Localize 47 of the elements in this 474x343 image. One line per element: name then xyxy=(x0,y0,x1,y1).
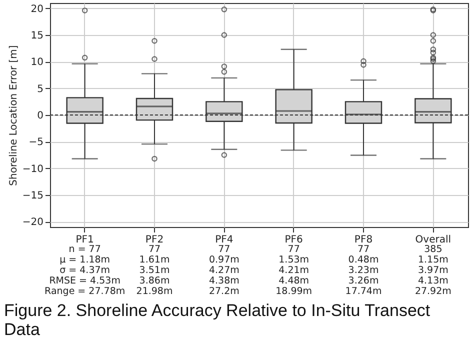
text: 27.2m xyxy=(208,286,240,297)
x-tick-label: PF2 xyxy=(145,234,164,246)
text: 1.61m xyxy=(139,254,170,266)
text: 1.53m xyxy=(278,254,310,266)
text: 4.48m xyxy=(278,276,310,286)
text: σ = 4.37m xyxy=(60,265,110,276)
text: 27.92m xyxy=(414,286,452,297)
y-tick-label: 0 xyxy=(37,110,44,122)
y-tick-label: 10 xyxy=(30,57,44,68)
y-tick-label: 20 xyxy=(30,4,44,15)
y-tick-label: −20 xyxy=(22,217,44,228)
text: 385 xyxy=(424,244,442,255)
text: Figure 2. Shoreline Accuracy Relative to In-Situ Transect Data xyxy=(3,300,432,339)
text: 4.13m xyxy=(418,276,448,286)
text: 18.99m xyxy=(276,286,312,297)
y-tick-label: 15 xyxy=(30,30,44,42)
text: 4.27m xyxy=(208,265,240,276)
text: 4.38m xyxy=(208,276,240,286)
x-tick-label: Overall xyxy=(415,234,452,246)
x-tick-label: PF4 xyxy=(215,234,234,246)
y-axis-title: Shoreline Location Error [m] xyxy=(8,45,20,186)
text: 3.23m xyxy=(348,265,379,276)
text: 77 xyxy=(357,244,370,255)
text: 3.51m xyxy=(139,265,170,276)
text: 3.86m xyxy=(139,276,170,286)
text: 77 xyxy=(218,244,230,255)
text: 0.48m xyxy=(348,254,379,266)
text: 3.97m xyxy=(418,265,448,276)
text: 4.21m xyxy=(278,265,310,276)
x-tick-label: PF1 xyxy=(76,234,94,246)
text: 1.15m xyxy=(418,254,448,266)
y-tick-label: −15 xyxy=(22,190,44,202)
text: 17.74m xyxy=(345,286,382,297)
y-tick-label: −10 xyxy=(22,164,44,175)
text: 0.97m xyxy=(208,254,240,266)
text: RMSE = 4.53m xyxy=(49,276,120,286)
text: μ = 1.18m xyxy=(60,254,110,266)
text: 3.26m xyxy=(348,276,379,286)
text: Range = 27.78m xyxy=(44,286,126,297)
text: n = 77 xyxy=(68,244,101,255)
text: 21.98m xyxy=(136,286,173,297)
y-tick-label: 5 xyxy=(37,84,44,95)
x-tick-label: PF6 xyxy=(284,234,303,246)
text: 77 xyxy=(148,244,161,255)
x-tick-label: PF8 xyxy=(354,234,373,246)
y-tick-label: −5 xyxy=(28,137,44,148)
text: 77 xyxy=(288,244,300,255)
